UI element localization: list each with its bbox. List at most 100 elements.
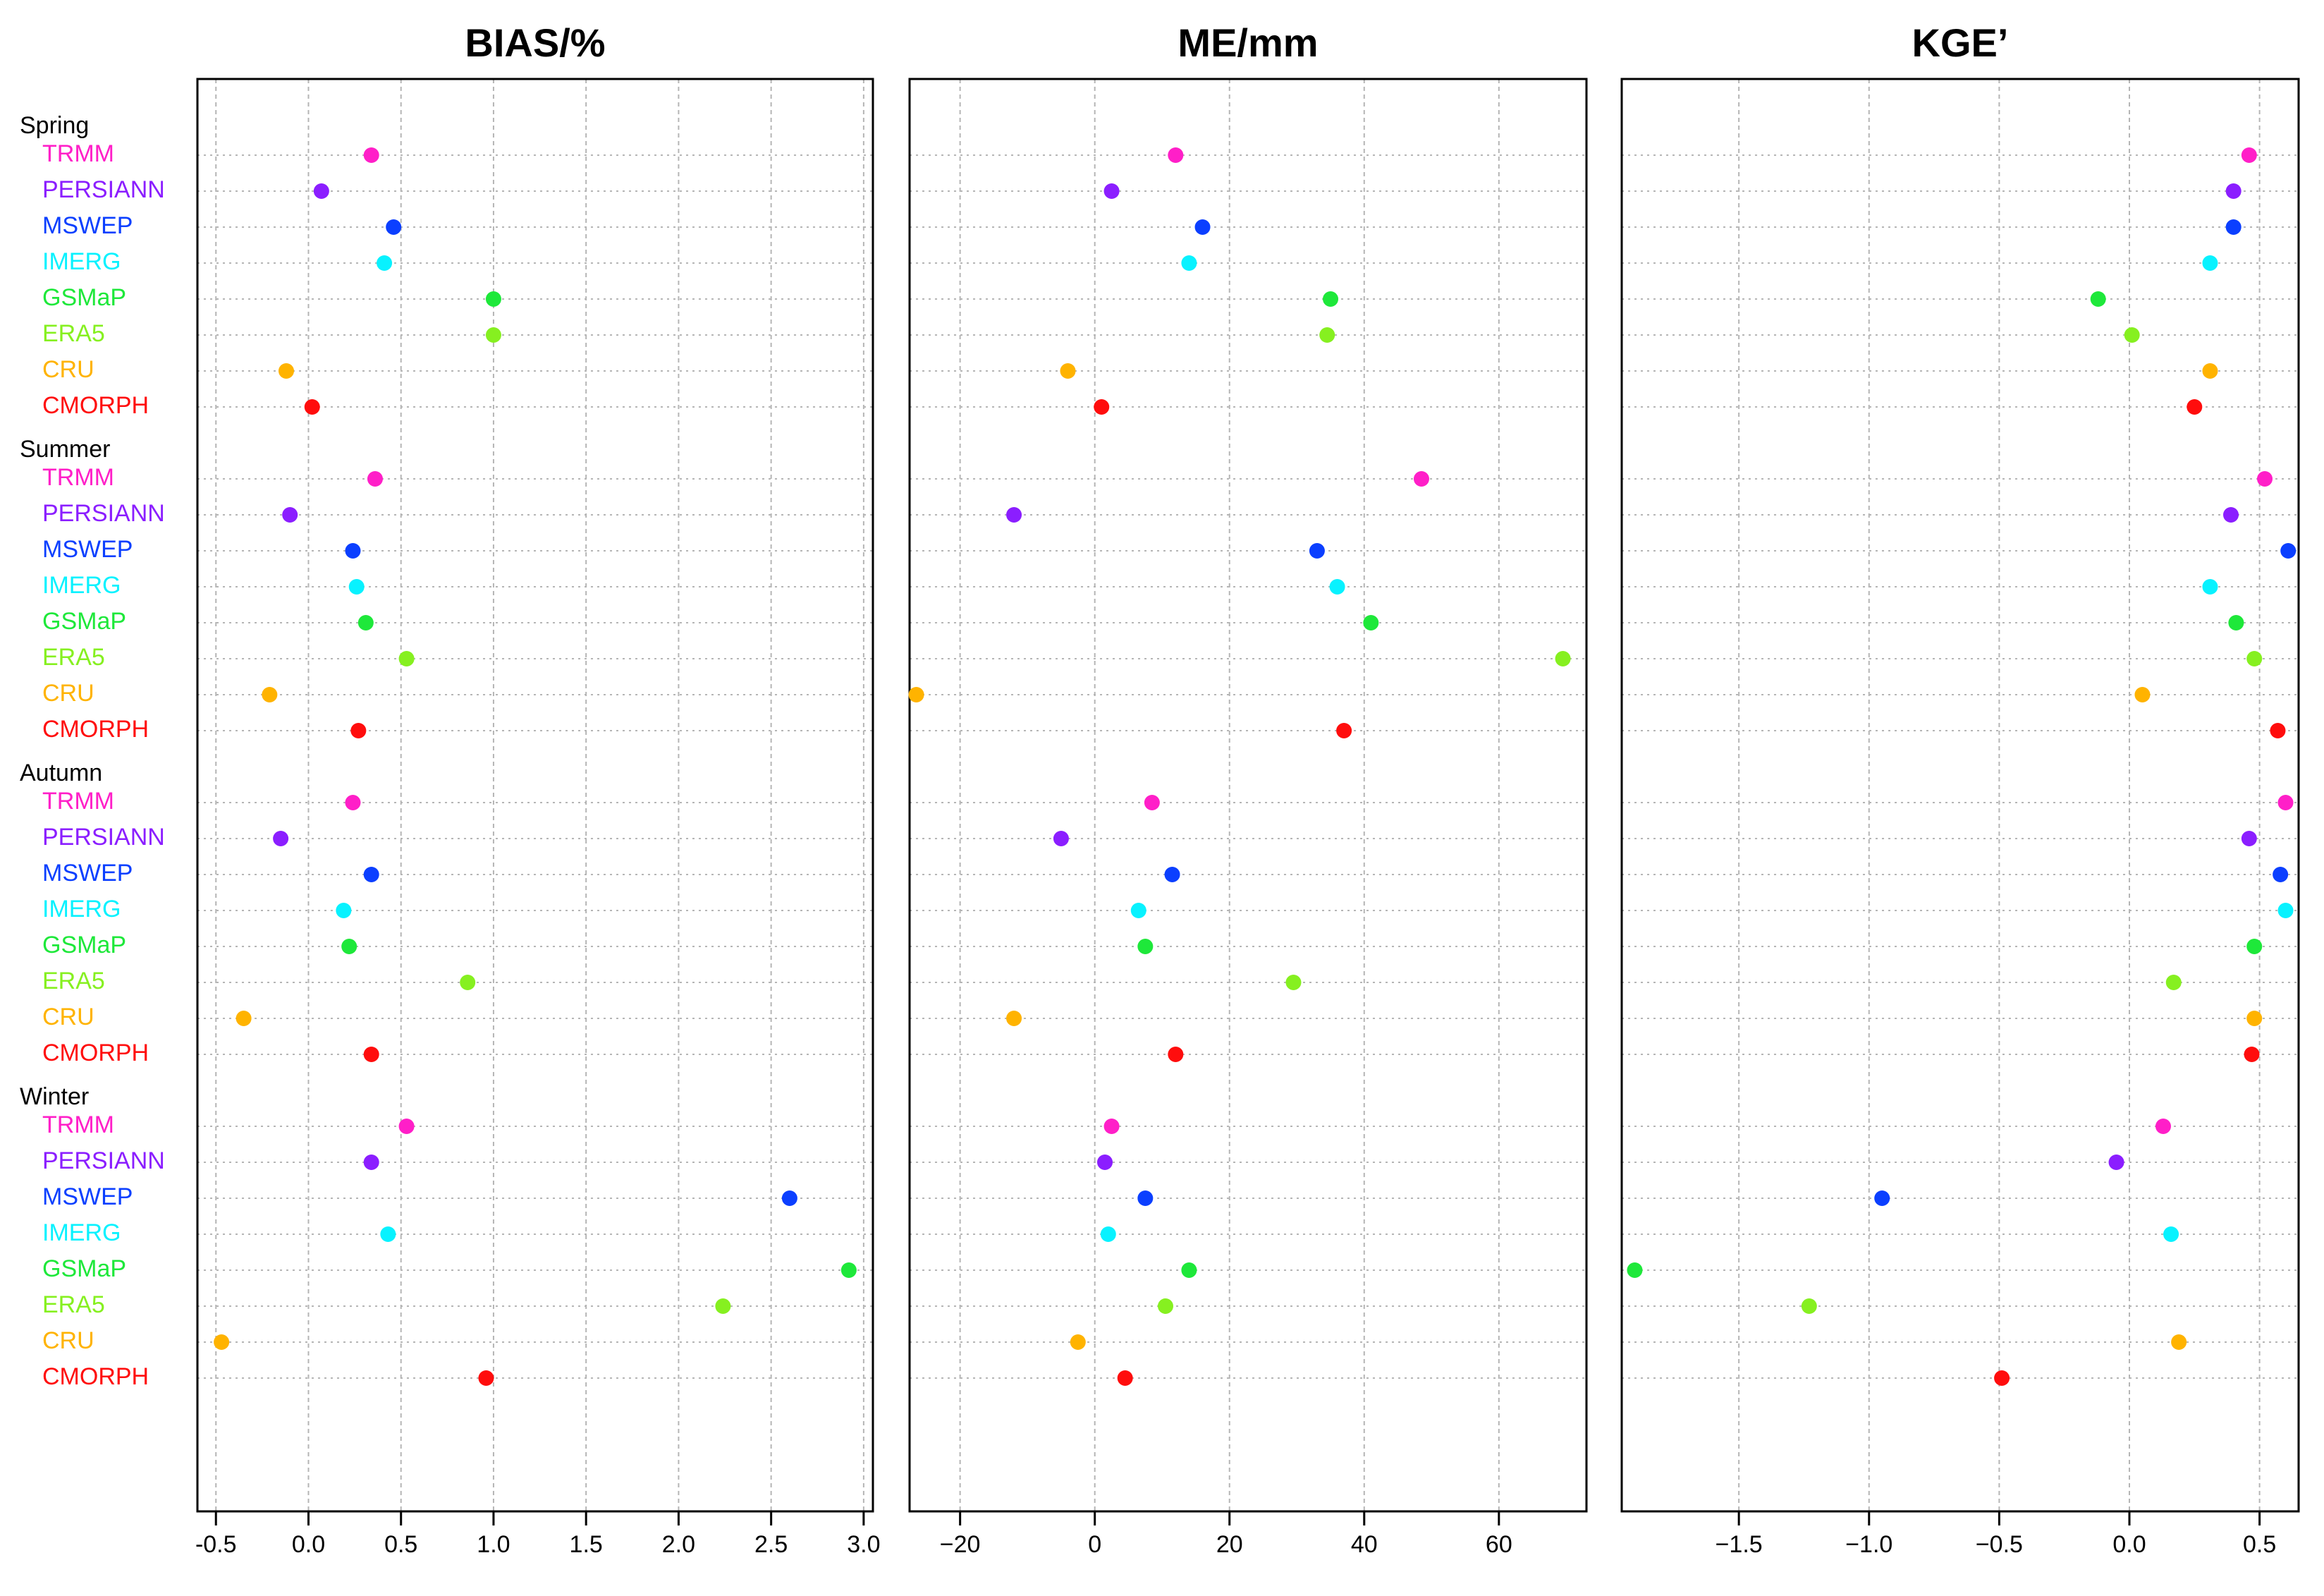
point-gsmap-autumn [1137, 939, 1154, 954]
point-mswep-spring [386, 219, 402, 235]
point-cmorph-autumn [363, 1047, 379, 1062]
point-trmm-autumn [345, 795, 361, 810]
point-persiann-winter [363, 1155, 379, 1170]
point-mswep-winter [1137, 1190, 1154, 1206]
panel-title: KGE’ [1912, 20, 2009, 65]
point-cmorph-winter [1994, 1370, 2010, 1386]
plot-frame [908, 78, 1588, 1513]
point-mswep-spring [2225, 219, 2242, 235]
point-gsmap-spring [1323, 291, 1339, 307]
point-imerg-autumn [336, 903, 352, 918]
point-era5-summer [2246, 651, 2263, 666]
season-label-winter: Winter [20, 1083, 89, 1110]
point-trmm-spring [2241, 147, 2257, 163]
row-labels: SpringSummerAutumnWinterTRMMPERSIANNMSWE… [20, 112, 165, 1390]
product-label-gsmap-summer: GSMaP [42, 608, 126, 635]
point-persiann-summer [282, 507, 298, 523]
x-tick-label: 2.0 [662, 1531, 695, 1558]
product-label-gsmap-spring: GSMaP [42, 284, 126, 311]
point-persiann-autumn [273, 831, 289, 846]
x-tick-label: 60 [1486, 1531, 1512, 1558]
point-imerg-winter [380, 1226, 396, 1242]
point-imerg-spring [2202, 255, 2218, 271]
point-imerg-spring [1181, 255, 1197, 271]
point-mswep-winter [781, 1190, 797, 1206]
point-persiann-winter [1097, 1155, 1113, 1170]
product-label-gsmap-autumn: GSMaP [42, 932, 126, 958]
plot-frame [196, 78, 874, 1513]
product-label-trmm-spring: TRMM [42, 140, 114, 167]
x-tick-label: -0.5 [195, 1531, 237, 1558]
product-label-era5-spring: ERA5 [42, 320, 105, 347]
product-label-imerg-spring: IMERG [42, 248, 121, 275]
point-gsmap-summer [1363, 615, 1379, 631]
product-label-era5-autumn: ERA5 [42, 968, 105, 994]
point-gsmap-spring [485, 291, 501, 307]
point-mswep-autumn [2273, 867, 2289, 882]
point-era5-winter [1801, 1298, 1817, 1314]
x-tick-label: 0 [1088, 1531, 1101, 1558]
point-cmorph-spring [2187, 399, 2203, 415]
point-cru-summer [908, 687, 924, 702]
point-persiann-spring [1103, 183, 1120, 199]
x-tick-label: 0.5 [384, 1531, 417, 1558]
point-era5-spring [1319, 327, 1335, 343]
point-gsmap-winter [840, 1262, 857, 1278]
point-era5-autumn [2165, 975, 2182, 990]
panel-title: BIAS/% [465, 20, 605, 65]
point-imerg-winter [1100, 1226, 1116, 1242]
product-label-mswep-spring: MSWEP [42, 212, 133, 239]
product-label-cmorph-spring: CMORPH [42, 392, 149, 419]
product-label-gsmap-winter: GSMaP [42, 1255, 126, 1282]
x-tick-label: −20 [940, 1531, 981, 1558]
point-trmm-autumn [2277, 795, 2294, 810]
point-persiann-autumn [2241, 831, 2257, 846]
point-cru-autumn [2246, 1011, 2263, 1026]
season-label-spring: Spring [20, 112, 89, 139]
point-imerg-summer [348, 579, 365, 595]
point-cmorph-summer [1336, 723, 1352, 738]
point-trmm-spring [363, 147, 379, 163]
panel-title: ME/mm [1178, 20, 1318, 65]
product-label-trmm-winter: TRMM [42, 1111, 114, 1138]
point-imerg-winter [2163, 1226, 2179, 1242]
product-label-era5-winter: ERA5 [42, 1291, 105, 1318]
x-tick-label: 0.5 [2243, 1531, 2276, 1558]
x-tick-label: 1.0 [477, 1531, 510, 1558]
product-label-persiann-winter: PERSIANN [42, 1147, 165, 1174]
point-mswep-autumn [363, 867, 379, 882]
point-mswep-spring [1194, 219, 1211, 235]
product-label-imerg-autumn: IMERG [42, 896, 121, 922]
panel-1: BIAS/% -0.5 0.0 0.5 1.0 1.5 2.0 2.5 3.0 [195, 20, 881, 1558]
point-era5-winter [1157, 1298, 1173, 1314]
point-cmorph-spring [304, 399, 320, 415]
point-cmorph-winter [1117, 1370, 1133, 1386]
point-cmorph-summer [2270, 723, 2286, 738]
product-label-imerg-winter: IMERG [42, 1219, 121, 1246]
point-trmm-spring [1168, 147, 1184, 163]
x-tick-label: 0.0 [2112, 1531, 2146, 1558]
product-label-cru-summer: CRU [42, 680, 94, 707]
point-trmm-winter [1103, 1119, 1120, 1134]
point-mswep-summer [345, 543, 361, 559]
point-imerg-autumn [1130, 903, 1146, 918]
point-trmm-winter [2155, 1119, 2171, 1134]
point-gsmap-summer [357, 615, 374, 631]
point-trmm-autumn [1144, 795, 1160, 810]
point-mswep-summer [2280, 543, 2297, 559]
x-tick-label: 2.5 [754, 1531, 788, 1558]
point-cmorph-autumn [1168, 1047, 1184, 1062]
product-label-persiann-spring: PERSIANN [42, 176, 165, 203]
point-persiann-autumn [1053, 831, 1069, 846]
season-label-summer: Summer [20, 436, 110, 463]
point-cru-autumn [236, 1011, 252, 1026]
point-imerg-summer [1329, 579, 1345, 595]
point-gsmap-winter [1627, 1262, 1643, 1278]
product-label-mswep-autumn: MSWEP [42, 860, 133, 887]
point-cru-spring [278, 363, 294, 379]
point-imerg-spring [377, 255, 393, 271]
x-tick-label: 3.0 [847, 1531, 880, 1558]
point-era5-spring [2124, 327, 2140, 343]
point-trmm-summer [2257, 471, 2273, 487]
